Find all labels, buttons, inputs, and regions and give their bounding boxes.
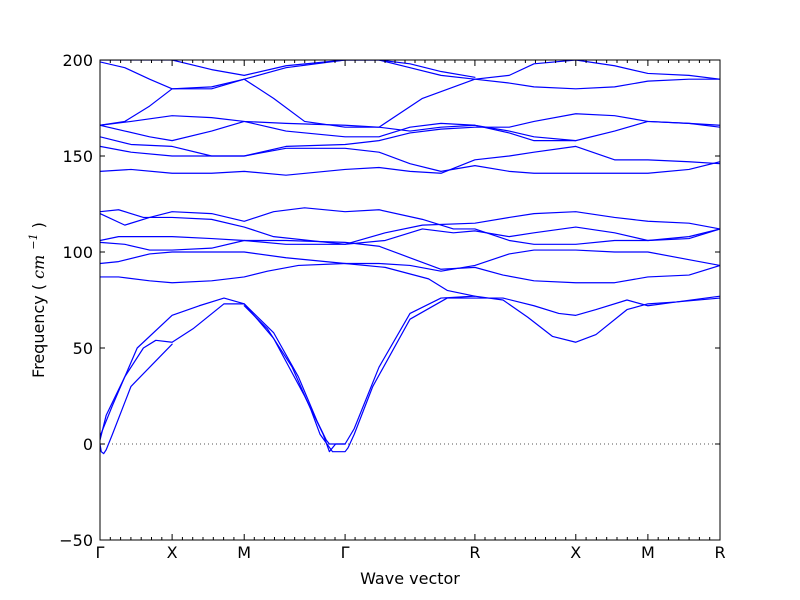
y-tick-label: 100 bbox=[62, 243, 93, 262]
x-tick-label-3: M bbox=[237, 543, 251, 562]
band-line-5 bbox=[344, 295, 720, 445]
x-axis-label: Wave vector bbox=[360, 569, 460, 588]
x-tick-label-2: X bbox=[167, 543, 178, 562]
x-tick-label-8: R bbox=[714, 543, 725, 562]
band-line-3 bbox=[100, 343, 173, 455]
band-line-16 bbox=[100, 120, 577, 142]
y-axis-label-close-paren: ) bbox=[29, 222, 48, 228]
band-line-10 bbox=[100, 209, 720, 245]
y-axis-label-unit: cm bbox=[29, 255, 48, 279]
y-axis-label-text: Frequency bbox=[29, 295, 48, 378]
y-tick-label: 150 bbox=[62, 147, 93, 166]
y-axis-label-unit-exponent: −1 bbox=[27, 233, 40, 249]
band-line-7 bbox=[100, 251, 476, 297]
band-line-13 bbox=[100, 145, 720, 174]
band-line-19 bbox=[100, 60, 476, 78]
y-axis-label-open-paren: ( bbox=[29, 284, 48, 290]
x-tick-label-5: R bbox=[469, 543, 480, 562]
band-line-1 bbox=[100, 303, 346, 453]
x-tick-label-4: Γ bbox=[341, 543, 350, 562]
band-line-12 bbox=[100, 145, 720, 176]
band-line-4 bbox=[243, 297, 720, 453]
y-tick-label: 0 bbox=[83, 435, 93, 454]
y-tick-label: 200 bbox=[62, 51, 93, 70]
axes: −50 0 50 100 150 200 Γ X M Γ R X M R bbox=[59, 51, 725, 562]
y-tick-label: 50 bbox=[73, 339, 93, 358]
band-line-15 bbox=[100, 115, 720, 142]
plot-area bbox=[100, 60, 720, 455]
y-tick-label: −50 bbox=[59, 531, 93, 550]
x-tick-label-6: X bbox=[570, 543, 581, 562]
band-line-14 bbox=[100, 113, 720, 157]
x-tick-label-1: Γ bbox=[96, 543, 105, 562]
band-line-2 bbox=[100, 297, 346, 445]
band-line-8 bbox=[100, 239, 720, 284]
plot-frame bbox=[99, 59, 721, 541]
band-line-11 bbox=[100, 207, 720, 245]
band-line-9 bbox=[100, 211, 720, 245]
band-line-6 bbox=[100, 249, 720, 284]
y-axis-label: Frequency ( cm −1 ) bbox=[22, 222, 48, 378]
band-line-18 bbox=[100, 60, 720, 126]
x-tick-label-7: M bbox=[641, 543, 655, 562]
